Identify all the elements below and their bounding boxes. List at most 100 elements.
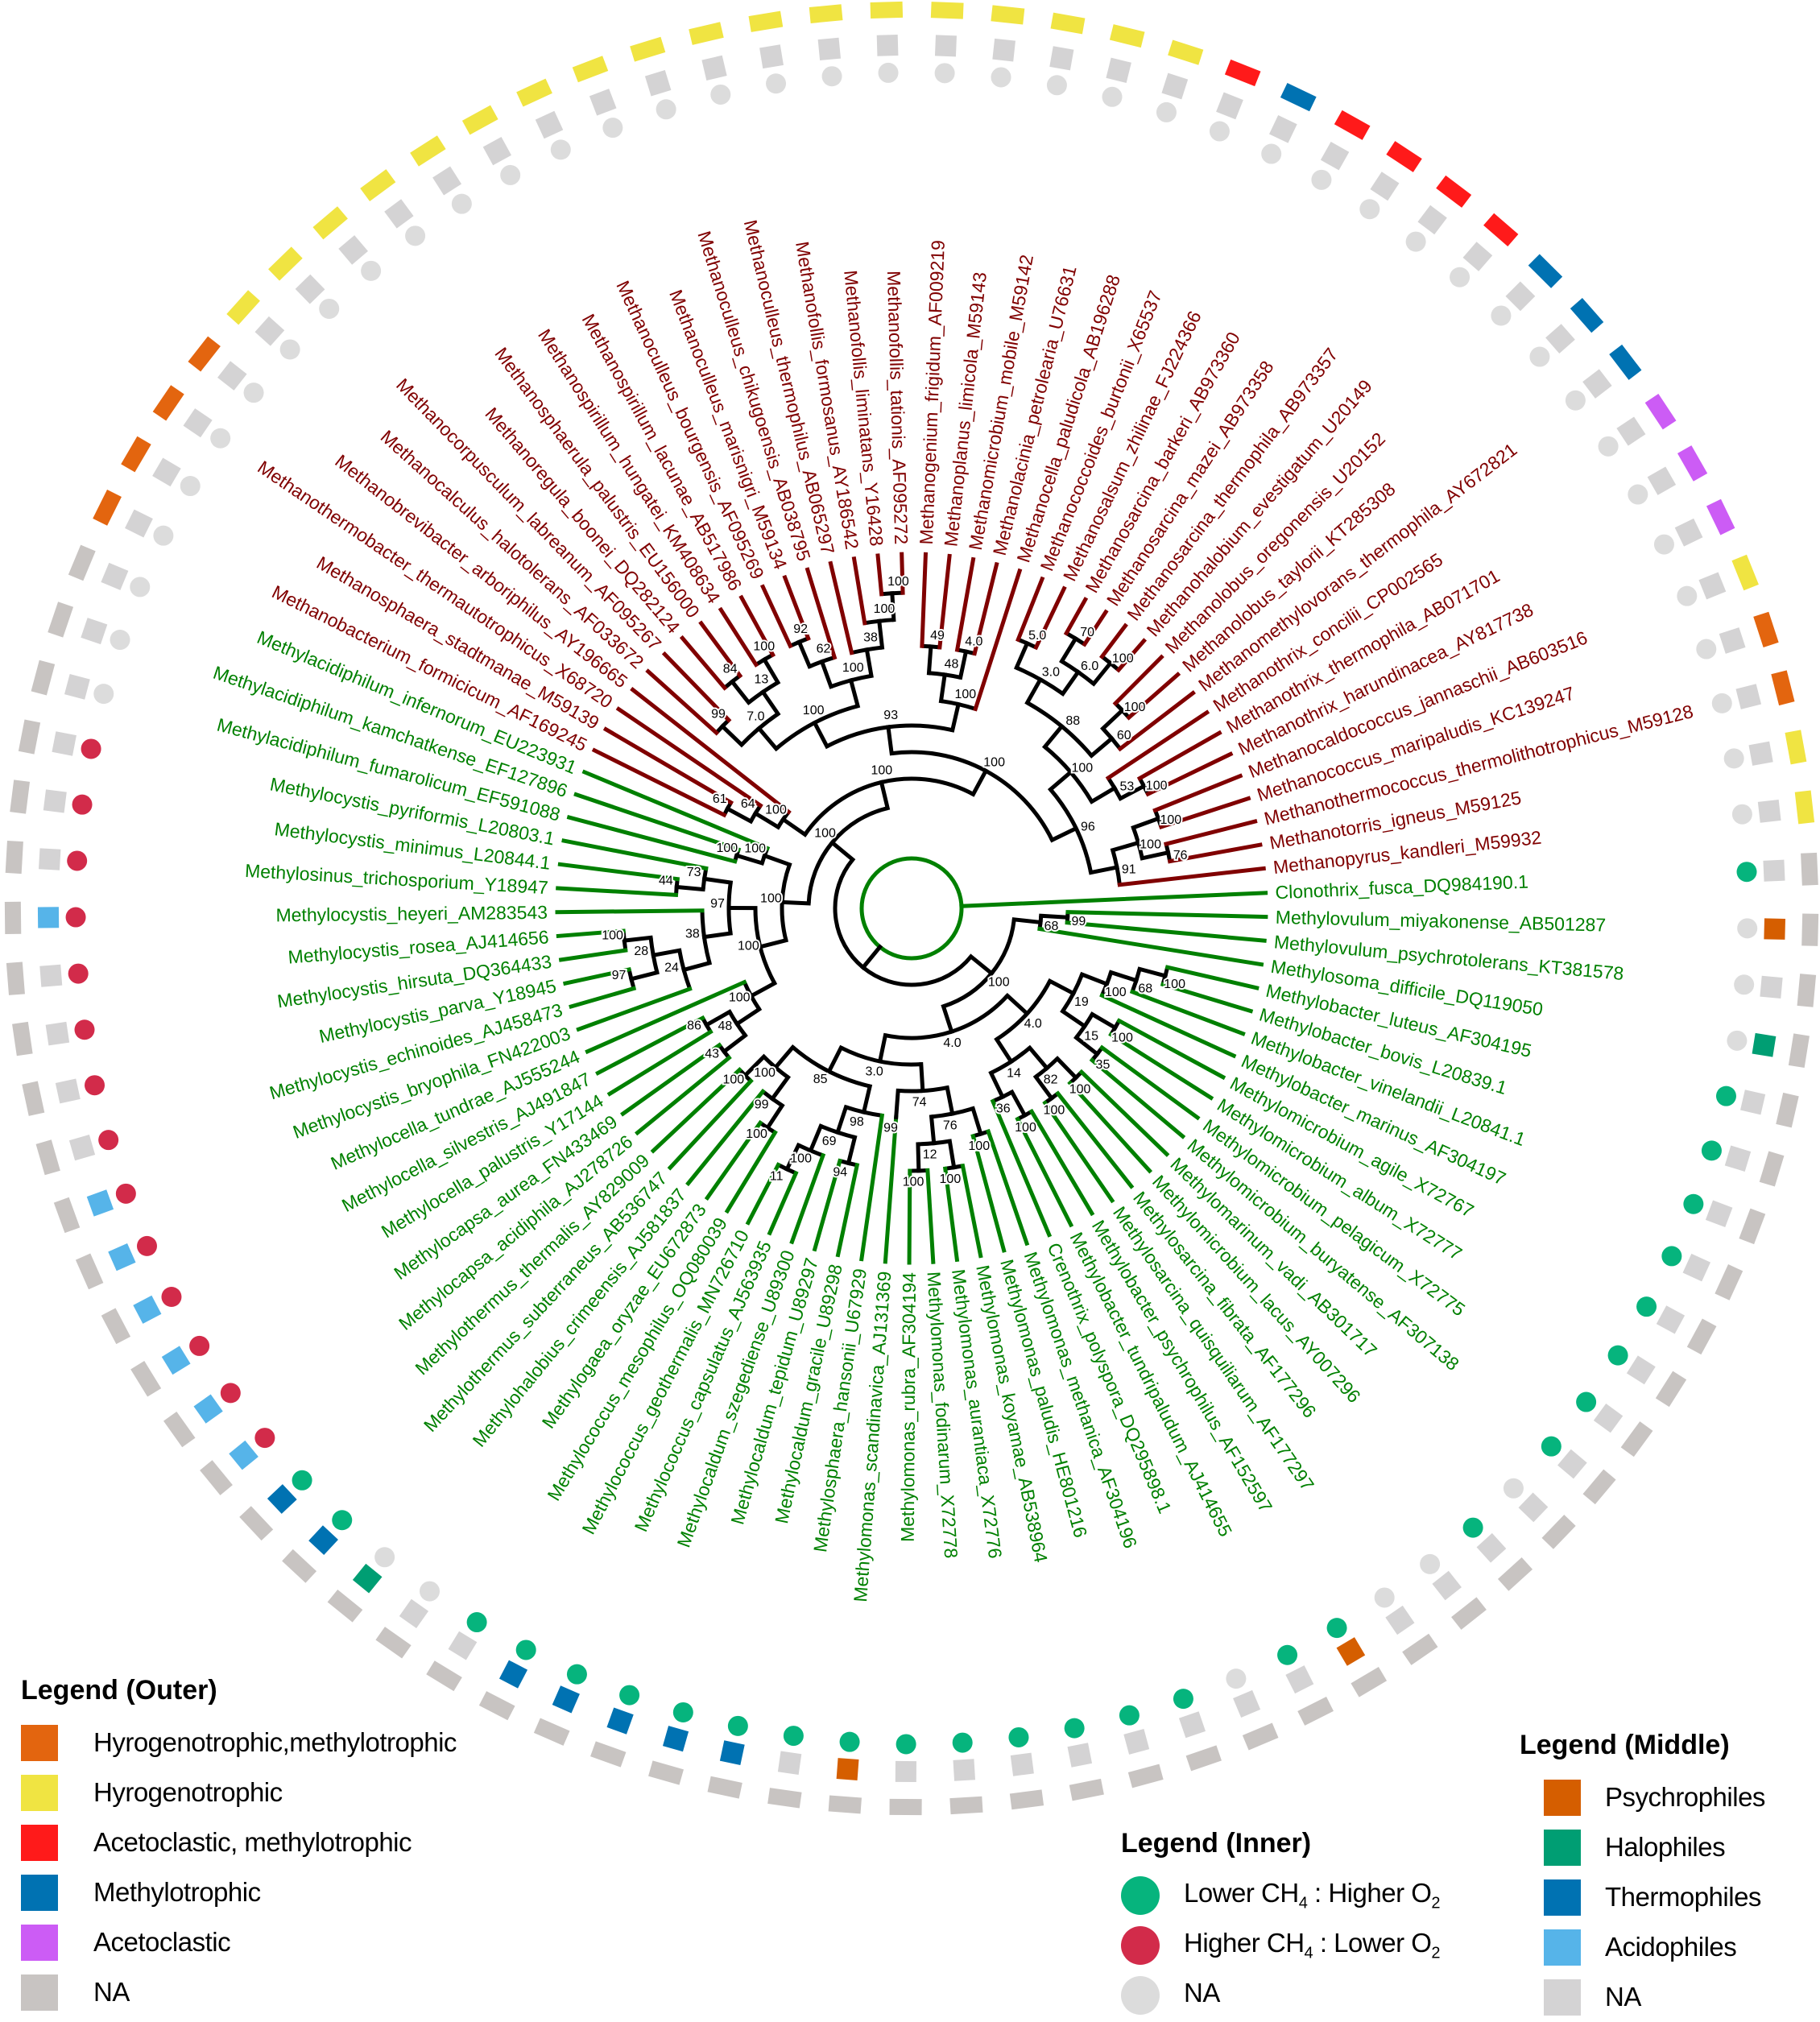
- middle-ring-marker: [1545, 324, 1575, 354]
- outer-ring-marker: [268, 246, 303, 280]
- bootstrap-value: 100: [968, 1139, 990, 1153]
- internal-branch: [1057, 1059, 1076, 1078]
- middle-ring-marker: [552, 1685, 580, 1713]
- middle-ring-marker: [1616, 417, 1645, 446]
- legend-square-swatch: [21, 1825, 58, 1861]
- bootstrap-value: 14: [1007, 1066, 1021, 1080]
- inner-ring-marker: [1654, 535, 1674, 555]
- internal-branch: [851, 680, 858, 706]
- internal-branch: [772, 1077, 788, 1099]
- bootstrap-value: 86: [687, 1019, 701, 1033]
- inner-ring-marker: [467, 1612, 487, 1632]
- bootstrap-value: 69: [822, 1135, 837, 1148]
- outer-ring-marker: [1351, 1667, 1387, 1697]
- bootstrap-value: 100: [940, 1172, 962, 1186]
- outer-ring-marker: [1483, 213, 1518, 246]
- bootstrap-value: 100: [903, 1175, 924, 1189]
- internal-branch: [880, 1036, 886, 1061]
- bootstrap-value: 76: [943, 1119, 958, 1132]
- inner-ring-marker: [516, 1640, 536, 1660]
- middle-ring-marker: [778, 1751, 801, 1775]
- internal-branch: [1063, 672, 1078, 694]
- bootstrap-value: 3.0: [1042, 666, 1060, 680]
- inner-ring-marker: [991, 67, 1011, 87]
- inner-ring-marker: [1661, 1246, 1681, 1266]
- terminal-branch: [962, 893, 1266, 906]
- bootstrap-value: 100: [988, 975, 1010, 989]
- bootstrap-value: 48: [718, 1019, 733, 1033]
- bootstrap-value: 64: [741, 797, 755, 811]
- middle-ring-marker: [432, 167, 461, 196]
- inner-ring-marker: [85, 1075, 105, 1095]
- inner-ring-marker: [728, 1716, 748, 1736]
- middle-ring-marker: [64, 674, 90, 700]
- outer-ring-marker: [1795, 790, 1814, 824]
- inner-ring-marker: [1696, 639, 1716, 660]
- legend-item-label: Halophiles: [1605, 1832, 1725, 1863]
- outer-ring-marker: [1785, 730, 1806, 764]
- inner-ring-marker: [1712, 693, 1732, 713]
- inner-ring-marker: [254, 1428, 275, 1448]
- bootstrap-value: 68: [1138, 982, 1152, 996]
- middle-ring-marker: [38, 907, 59, 928]
- bootstrap-value: 43: [705, 1048, 719, 1061]
- inner-ring-marker: [420, 1582, 440, 1602]
- outer-ring-marker: [6, 841, 23, 874]
- internal-branch: [1061, 639, 1075, 661]
- inner-ring-marker: [67, 850, 87, 870]
- terminal-branch: [1140, 733, 1219, 778]
- inner-ring-marker: [180, 476, 201, 496]
- legend-square-swatch: [21, 1725, 58, 1761]
- legend-square-swatch: [1544, 1929, 1581, 1966]
- legend-item-label: Higher CH4 : Lower O2: [1184, 1928, 1440, 1963]
- outer-ring-marker: [689, 22, 724, 45]
- middle-ring-marker: [39, 965, 62, 987]
- outer-ring-marker: [749, 11, 784, 32]
- outer-ring-marker: [648, 1760, 684, 1784]
- bootstrap-value: 85: [813, 1073, 828, 1086]
- inner-ring-marker: [935, 63, 955, 83]
- middle-ring-marker: [1321, 142, 1349, 170]
- inner-ring-marker: [1450, 267, 1470, 287]
- inner-ring-marker: [98, 1130, 118, 1150]
- bootstrap-value: 100: [1164, 978, 1185, 991]
- middle-ring-marker: [1269, 115, 1297, 143]
- inner-ring-marker: [1210, 122, 1230, 142]
- middle-ring-marker: [499, 1660, 527, 1689]
- terminal-branch: [878, 556, 882, 594]
- inner-ring-marker: [1226, 1668, 1246, 1689]
- inner-ring-marker: [1636, 1296, 1657, 1317]
- inner-ring-marker: [1359, 199, 1379, 219]
- internal-branch: [799, 642, 809, 666]
- legend-item-label: Psychrophiles: [1605, 1782, 1765, 1813]
- bootstrap-value: 70: [1080, 626, 1094, 639]
- inner-ring-marker: [784, 1726, 804, 1746]
- outer-ring-marker: [410, 135, 445, 166]
- bootstrap-value: 4.0: [943, 1036, 961, 1050]
- bootstrap-value: 97: [710, 897, 725, 911]
- legend-item-label: Acetoclastic: [93, 1927, 230, 1958]
- terminal-branch: [1068, 912, 1266, 917]
- terminal-branch: [727, 1132, 775, 1210]
- middle-ring-marker: [1067, 1743, 1092, 1768]
- leaf-labels: Clonothrix_fusca_DQ984190.1Methylovulum_…: [210, 217, 1695, 1602]
- inner-ring-marker: [1261, 144, 1281, 164]
- bootstrap-value: 100: [803, 704, 825, 717]
- inner-ring-marker: [1529, 347, 1549, 367]
- internal-branch: [867, 650, 871, 676]
- bootstrap-value: 53: [1119, 780, 1134, 794]
- middle-ring-marker: [1557, 1449, 1587, 1479]
- outer-ring-marker: [1797, 974, 1817, 1007]
- outer-ring-marker: [1128, 1764, 1164, 1788]
- middle-ring-marker: [483, 137, 511, 165]
- inner-ring-marker: [673, 1702, 693, 1722]
- internal-branch: [961, 651, 966, 677]
- outer-ring-marker: [1609, 345, 1641, 380]
- middle-ring-marker: [69, 1135, 95, 1160]
- middle-ring-marker: [1463, 242, 1493, 271]
- middle-ring-marker: [162, 1346, 191, 1375]
- inner-ring-marker: [1008, 1727, 1028, 1747]
- legend-circle-swatch: [1121, 1976, 1160, 2015]
- outer-ring-marker: [1687, 1318, 1717, 1354]
- bootstrap-value: 19: [1074, 995, 1089, 1009]
